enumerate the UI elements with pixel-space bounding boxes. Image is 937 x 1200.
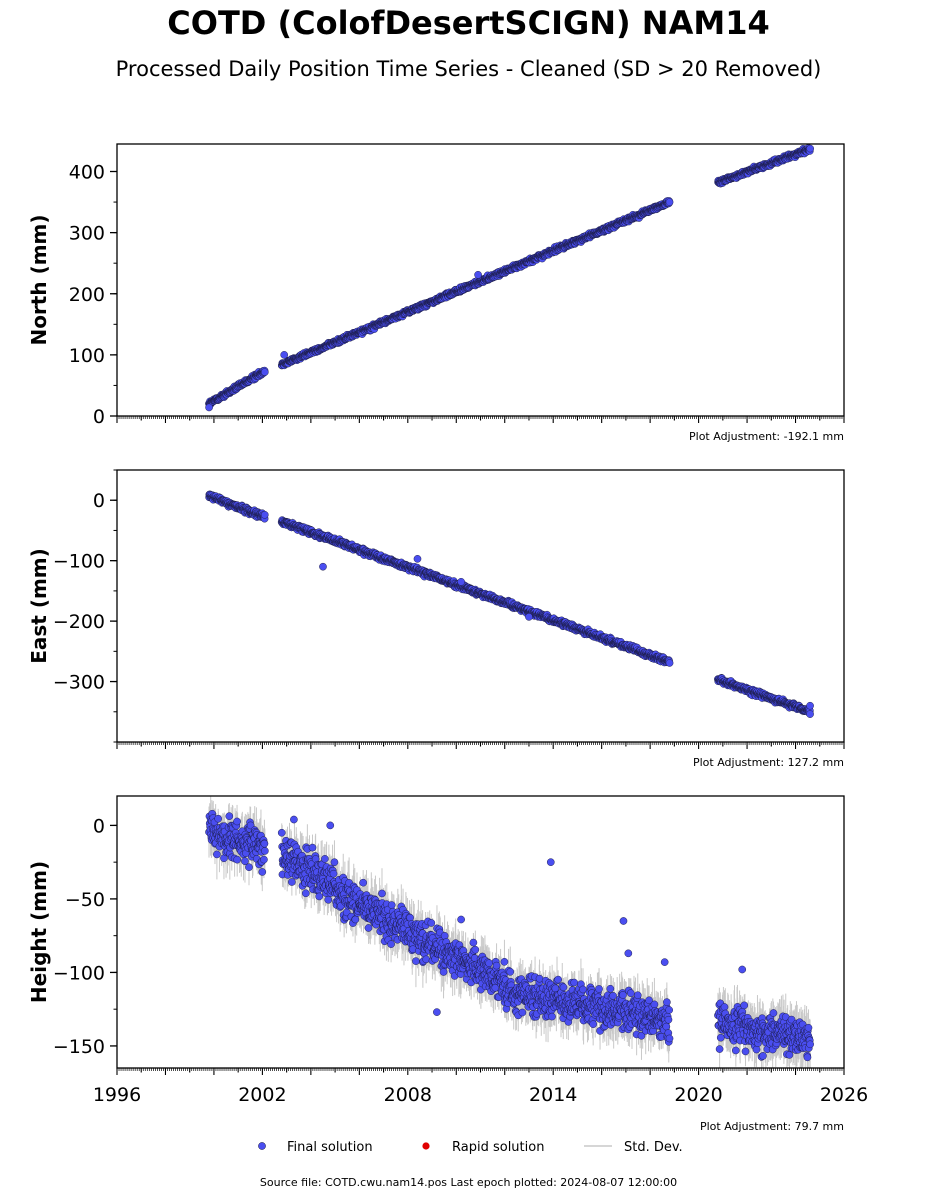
data-point-outlier [474, 270, 482, 279]
data-points [205, 144, 814, 412]
data-point [806, 144, 814, 153]
plot-adjustment-note: Plot Adjustment: -192.1 mm [689, 430, 844, 443]
chart-subtitle: Processed Daily Position Time Series - C… [115, 57, 822, 81]
y-tick-label: 400 [69, 162, 105, 184]
chart-title: COTD (ColofDesertSCIGN) NAM14 [167, 4, 770, 42]
data-point-outlier [280, 351, 289, 359]
y-axis: 0 100 200 300 400 [69, 162, 117, 428]
y-tick-label: 0 [93, 406, 105, 428]
data-point [260, 368, 269, 376]
y-axis-label: North (mm) [27, 214, 51, 345]
x-axis [116, 416, 845, 423]
panel-1: 0 100 200 300 400 North (mm) Plot Adjustment: … [27, 143, 845, 443]
y-tick-label: 200 [69, 284, 105, 306]
data-point-outlier [205, 403, 213, 412]
data-point [665, 198, 674, 206]
y-tick-label: 300 [69, 223, 105, 245]
panels-layer: 0 100 200 300 400 North (mm) Plot Adjustment: … [27, 143, 868, 1133]
y-tick-label: 100 [69, 345, 105, 367]
